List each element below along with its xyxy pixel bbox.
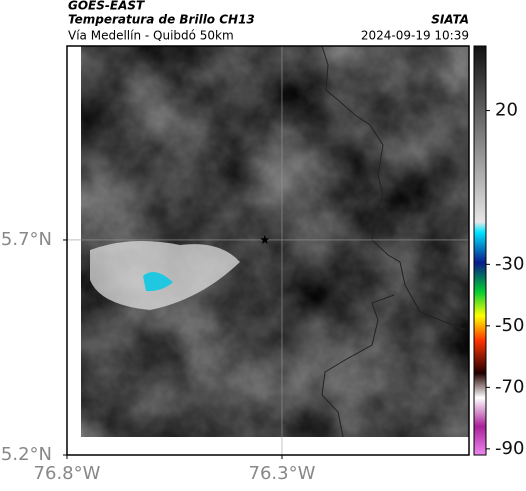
- y-tick-label: 5.7°N: [1, 229, 52, 250]
- location-marker: [260, 234, 270, 245]
- colorbar-tick-label: -70: [495, 376, 524, 397]
- colorbar: [473, 45, 487, 456]
- cold-cloud-top: [143, 272, 173, 292]
- y-tick-label: 5.2°N: [1, 444, 52, 465]
- region: Vía Medellín - Quibdó 50km: [68, 29, 234, 43]
- timestamp: 2024-09-19 10:39: [361, 29, 469, 43]
- colorbar-tick-label: 20: [495, 100, 518, 121]
- satellite-image: [81, 45, 469, 438]
- colorbar-tick-label: -30: [495, 253, 524, 274]
- x-tick-label: 76.3°W: [249, 463, 316, 484]
- border-line: [321, 45, 466, 331]
- colorbar-tick-label: -90: [495, 438, 524, 459]
- product-title: Temperatura de Brillo CH13: [68, 13, 255, 27]
- source: SIATA: [431, 13, 469, 27]
- bright-cloud: [90, 241, 240, 310]
- x-tick-label: 76.8°W: [34, 463, 101, 484]
- colorbar-tick-label: -50: [495, 315, 524, 336]
- border-line: [321, 294, 395, 438]
- map-frame: [66, 45, 470, 456]
- satellite-name: GOES-EAST: [68, 0, 145, 13]
